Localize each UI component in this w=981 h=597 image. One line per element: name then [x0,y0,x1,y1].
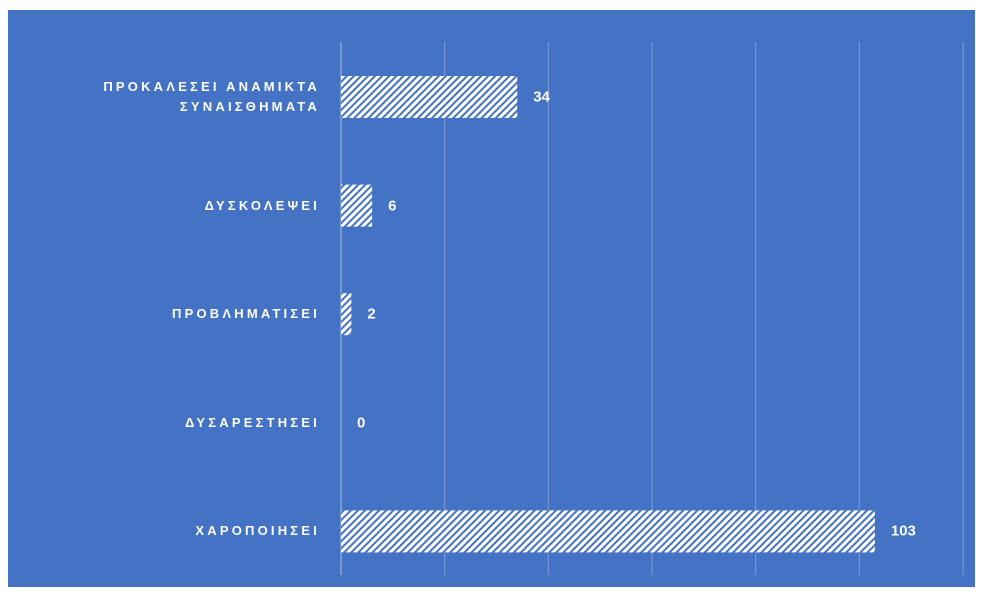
data-label: 2 [367,305,376,323]
category-label: ΔΥΣΑΡΕΣΤΗΣΕΙ [185,414,320,430]
data-label: 6 [388,197,397,215]
category-label: ΠΡΟΚΑΛΕΣΕΙ ΑΝΑΜΙΚΤΑ ΣΥΝΑΙΣΘΗΜΑΤΑ [103,79,320,114]
bar [341,184,373,227]
category-label: ΧΑΡΟΠΟΙΗΣΕΙ [195,523,320,539]
data-label: 0 [357,414,366,432]
bar [341,293,352,336]
category-label: ΠΡΟΒΛΗΜΑΤΙΣΕΙ [172,306,320,322]
category-label: ΔΥΣΚΟΛΕΨΕΙ [204,197,320,213]
data-label: 34 [533,88,550,106]
bar [341,76,518,118]
data-label: 103 [890,522,916,540]
bar [341,510,875,553]
